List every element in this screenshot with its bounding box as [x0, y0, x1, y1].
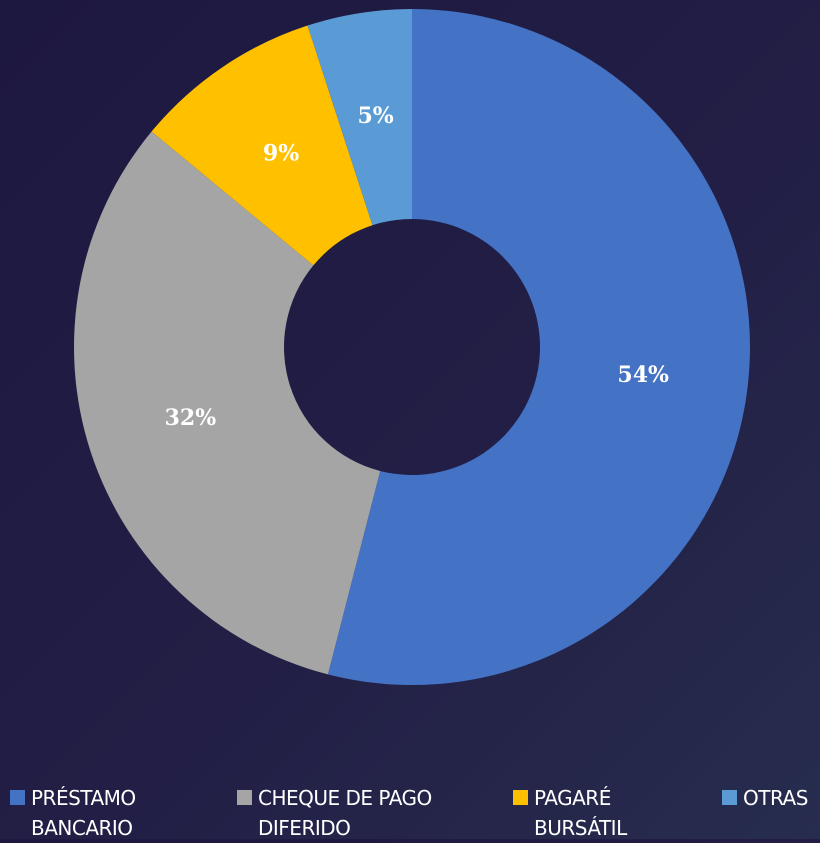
legend-label: PRÉSTAMO BANCARIO — [31, 786, 136, 840]
donut-segment — [327, 9, 750, 685]
donut-segment — [74, 131, 381, 675]
legend-entry: CHEQUE DE PAGO DIFERIDO — [237, 783, 448, 843]
legend-label: PAGARÉ BURSÁTIL — [534, 786, 627, 840]
legend-swatch — [513, 790, 528, 805]
legend-swatch — [10, 790, 25, 805]
legend-swatch — [237, 790, 252, 805]
legend-swatch — [722, 790, 737, 805]
donut-segment — [307, 8, 412, 226]
legend: PRÉSTAMO BANCARIO CHEQUE DE PAGO DIFERIDO… — [0, 783, 820, 840]
value-label: 54% — [617, 362, 669, 388]
legend-entry: OTRAS — [722, 783, 820, 813]
legend-label: CHEQUE DE PAGO DIFERIDO — [258, 786, 432, 840]
donut-segment — [151, 25, 373, 266]
legend-label: OTRAS — [743, 786, 808, 810]
value-label: 5% — [357, 103, 393, 129]
legend-entry: PRÉSTAMO BANCARIO — [10, 783, 171, 843]
legend-entry: PAGARÉ BURSÁTIL — [513, 783, 664, 843]
value-label: 32% — [165, 405, 217, 431]
chart: 54% 32% 9% 5% — [74, 8, 750, 685]
value-label: 9% — [263, 140, 299, 166]
